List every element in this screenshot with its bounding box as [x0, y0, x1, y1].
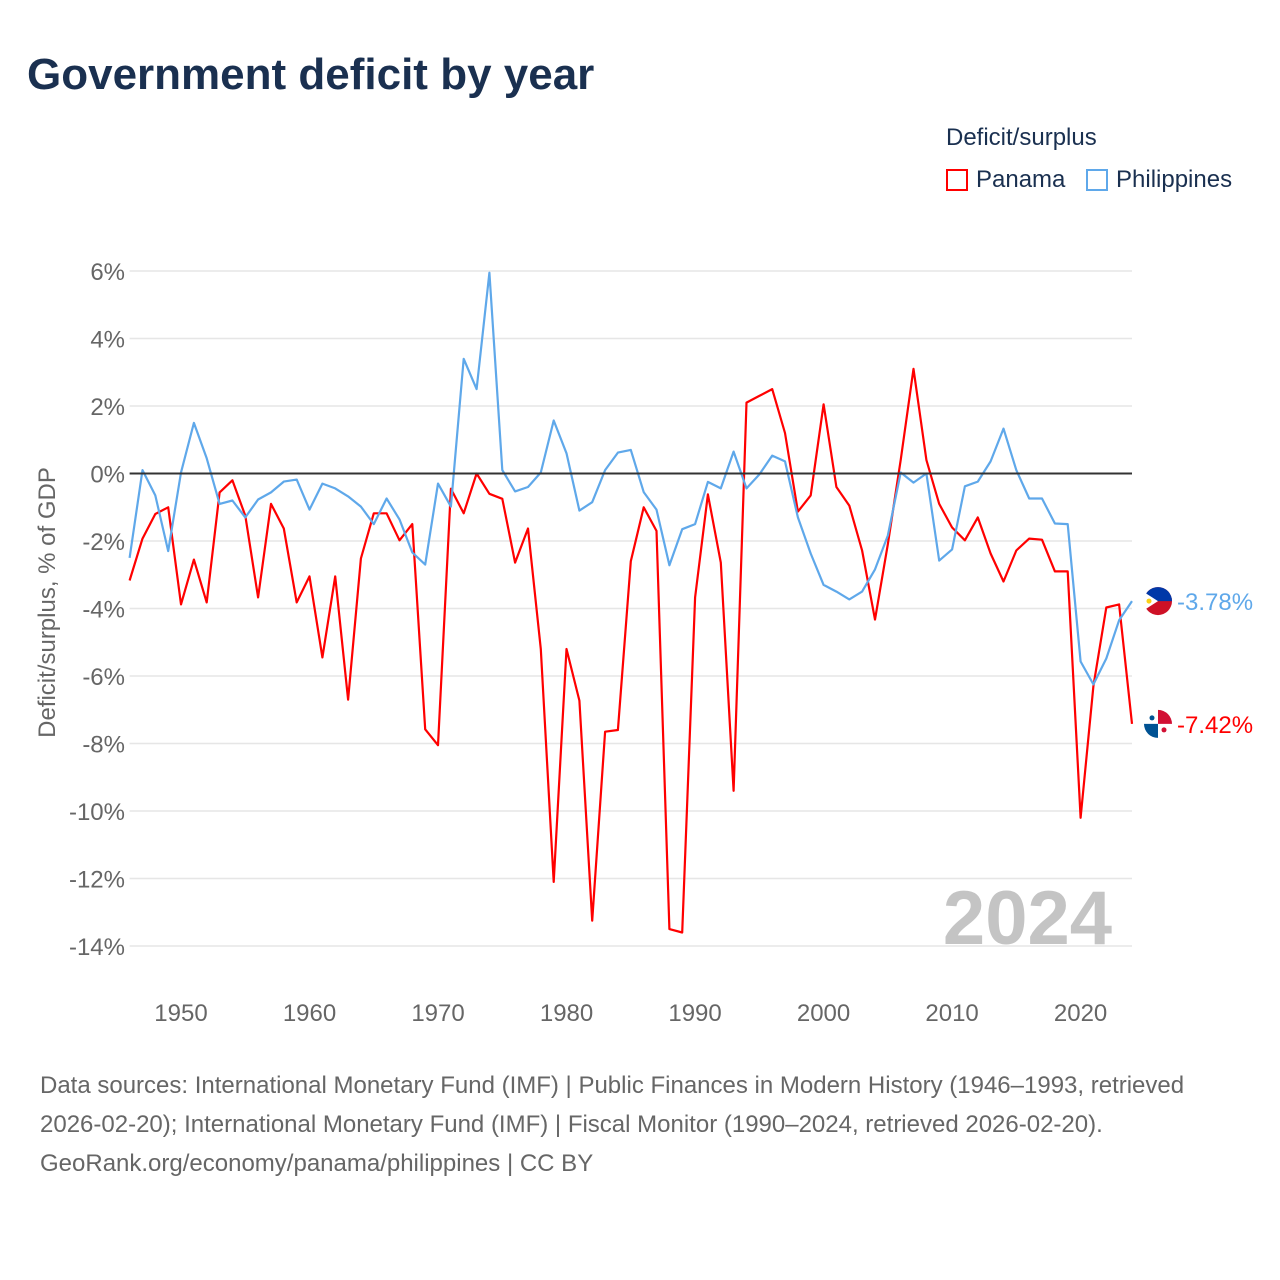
x-tick-label: 1990 [668, 1000, 721, 1027]
legend-item-panama[interactable]: Panama [946, 166, 1065, 194]
y-axis-label: Deficit/surplus, % of GDP [34, 467, 61, 738]
legend-label: Philippines [1116, 166, 1233, 193]
line-chart: 6% 4% 2% 0% -2% -4% -6% -8% -10% -12% -14% 1950 1960… [34, 259, 1253, 1027]
x-tick-label: 2010 [925, 1000, 978, 1027]
year-watermark: 2024 [943, 876, 1112, 961]
source-link[interactable]: GeoRank.org/economy/panama/philippines |… [40, 1150, 594, 1177]
legend-item-philippines[interactable]: Philippines [1086, 166, 1232, 194]
y-tick-label: -10% [69, 799, 125, 826]
y-tick-label: -14% [69, 934, 125, 961]
y-tick-label: -2% [82, 529, 125, 556]
chart-title: Government deficit by year [27, 50, 595, 99]
x-tick-label: 1950 [154, 1000, 207, 1027]
x-tick-label: 1960 [283, 1000, 336, 1027]
legend-swatch-panama [946, 169, 968, 191]
source-note: Data sources: International Monetary Fun… [40, 1066, 1240, 1183]
legend-label: Panama [976, 166, 1066, 193]
legend-swatch-philippines [1086, 169, 1108, 191]
end-label-panama: -7.42% [1177, 712, 1253, 739]
y-tick-label: 2% [90, 394, 125, 421]
y-tick-label: -6% [82, 664, 125, 691]
series-line-philippines [128, 271, 1133, 686]
x-tick-label: 1970 [411, 1000, 464, 1027]
flag-panama-icon [1144, 709, 1172, 738]
y-tick-label: -8% [82, 732, 125, 759]
flag-philippines-icon [1144, 587, 1172, 616]
y-tick-label: 4% [90, 327, 125, 354]
y-tick-label: -4% [82, 597, 125, 624]
x-tick-label: 1980 [540, 1000, 593, 1027]
series-line-panama [128, 367, 1134, 934]
y-tick-label: -12% [69, 867, 125, 894]
end-label-philippines: -3.78% [1177, 589, 1253, 616]
x-tick-label: 2000 [797, 1000, 850, 1027]
source-text: Data sources: International Monetary Fun… [40, 1072, 1185, 1138]
y-tick-label: 6% [90, 259, 125, 286]
x-tick-label: 2020 [1054, 1000, 1107, 1027]
y-tick-label: 0% [90, 462, 125, 489]
legend-title: Deficit/surplus [946, 124, 1097, 151]
